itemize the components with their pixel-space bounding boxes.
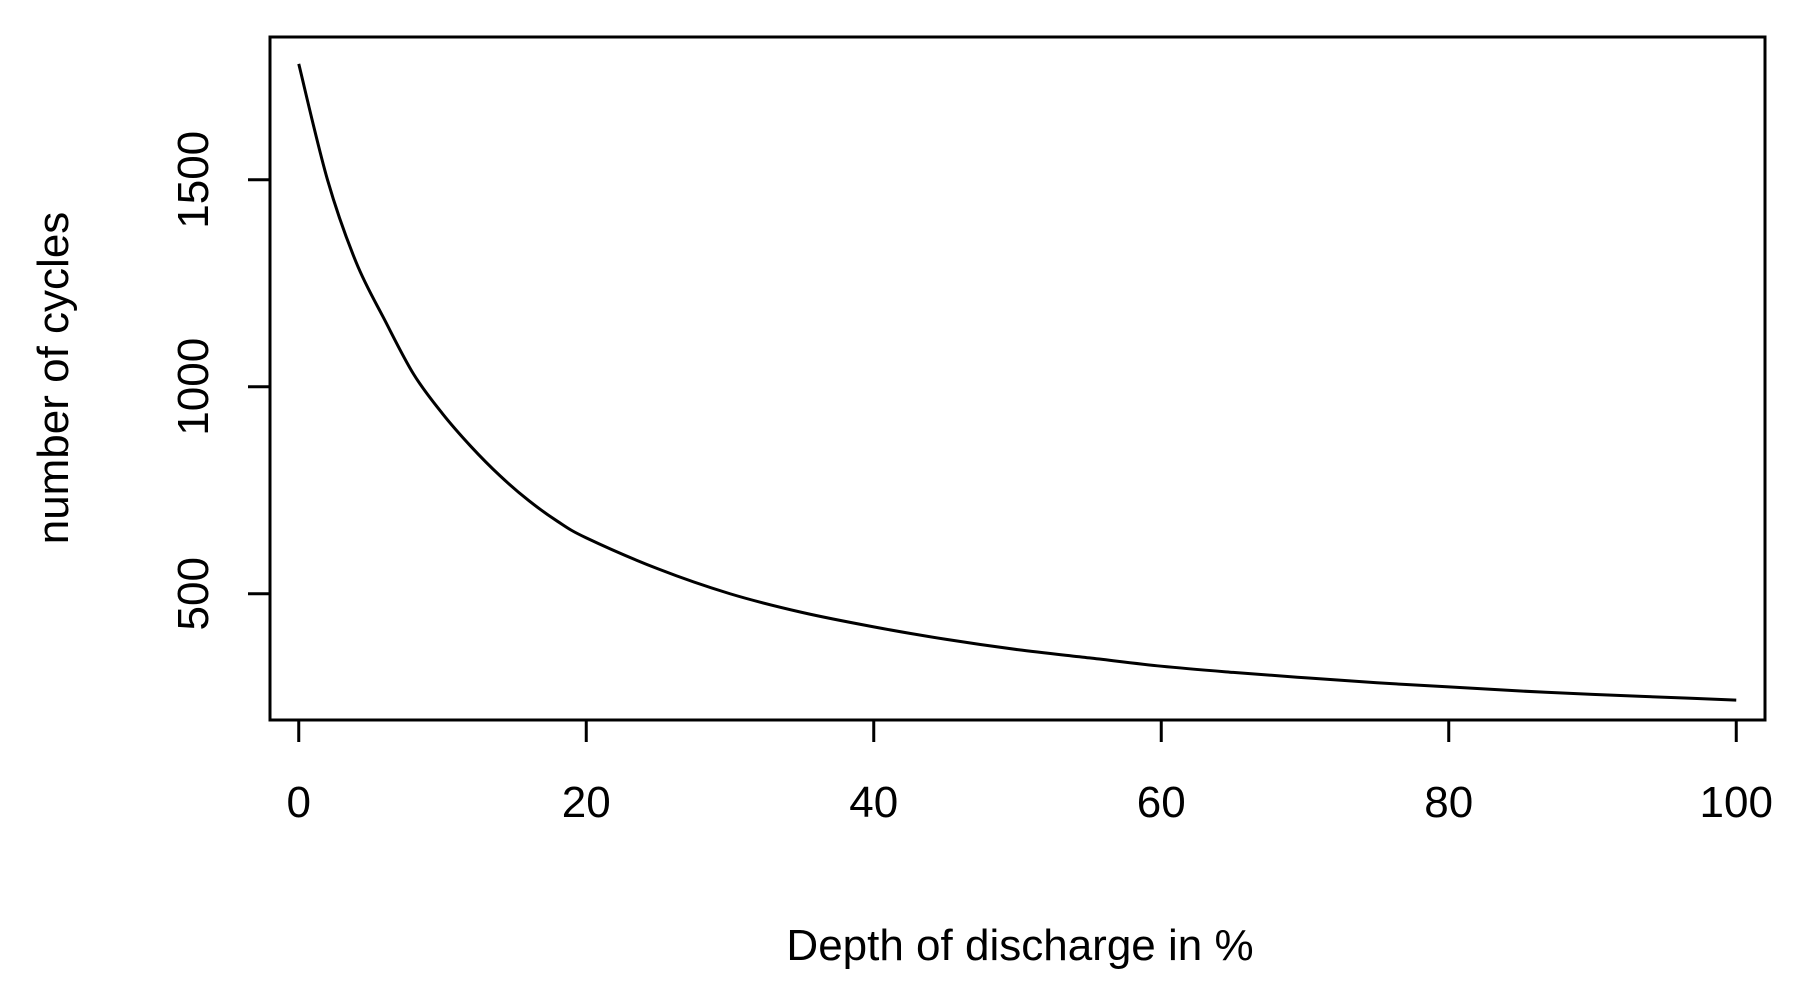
y-axis-title: number of cycles [29,212,78,545]
x-tick-label: 100 [1700,778,1773,827]
x-tick-label: 80 [1424,778,1473,827]
x-tick-label: 20 [562,778,611,827]
y-tick-label: 1500 [169,131,218,229]
x-tick-label: 60 [1137,778,1186,827]
plot-frame [268,35,1767,722]
y-tick-label: 1000 [169,338,218,436]
x-tick-label: 0 [287,778,311,827]
x-tick-label: 40 [849,778,898,827]
y-tick-label: 500 [169,557,218,630]
x-axis-title: Depth of discharge in % [786,921,1253,970]
x-axis: 0 20 40 60 80 100 [287,720,1773,827]
cycles-line [297,63,1737,702]
y-axis: 500 1000 1500 [169,131,270,630]
